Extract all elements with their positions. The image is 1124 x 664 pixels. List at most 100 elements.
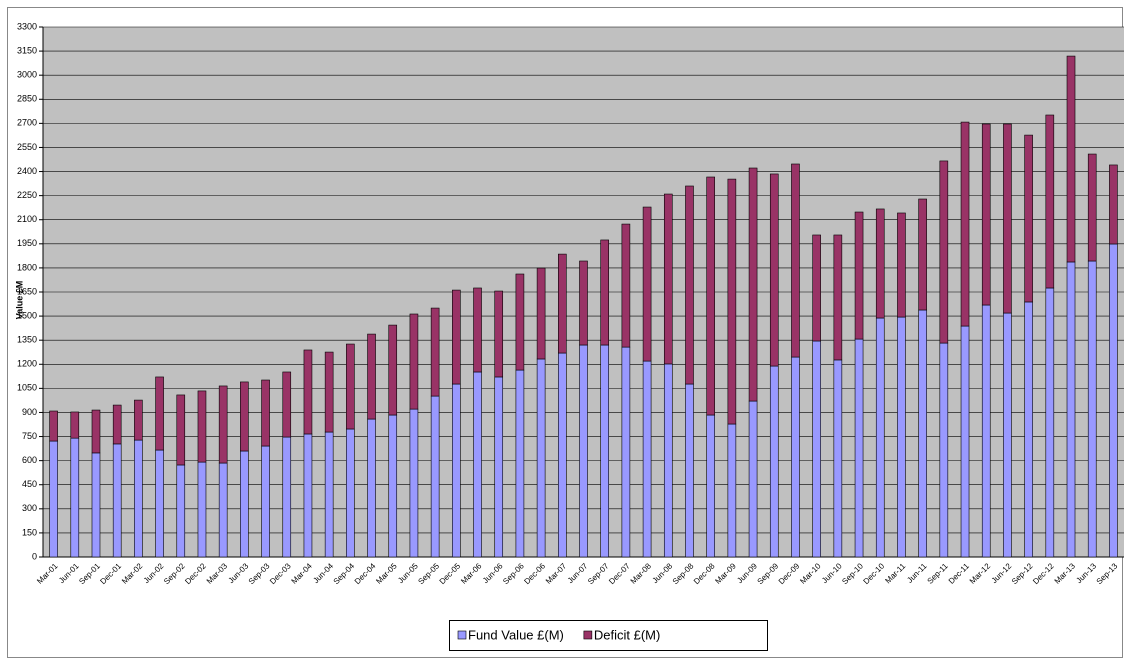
bar-segment	[960, 325, 970, 558]
bar-segment	[134, 399, 143, 441]
bar-segment	[494, 376, 504, 558]
y-tick-label: 1050	[17, 383, 37, 393]
bar-segment	[282, 436, 292, 558]
y-tick-label: 900	[22, 407, 37, 417]
bar-segment	[1003, 123, 1012, 314]
bar-segment	[897, 316, 906, 558]
bar-segment	[70, 437, 80, 558]
bar-segment	[1045, 287, 1055, 558]
bar-segment	[748, 167, 758, 402]
bar-segment	[155, 376, 164, 451]
bar-segment	[812, 340, 821, 558]
bar-segment	[981, 123, 991, 306]
bar-segment	[579, 260, 588, 346]
bar-segment	[875, 317, 885, 558]
bar-segment	[706, 176, 715, 416]
bar-segment	[303, 349, 313, 435]
bar-segment	[854, 211, 864, 340]
bar-segment	[897, 212, 906, 318]
y-axis-title: Value £M	[14, 281, 24, 320]
y-tick-label: 2250	[17, 190, 37, 200]
legend-swatch	[457, 630, 467, 640]
bar-segment	[388, 324, 398, 416]
bar-segment	[176, 464, 186, 558]
bar-segment	[981, 304, 991, 558]
bar-segment	[346, 428, 355, 558]
bar-segment	[960, 121, 970, 327]
bar-segment	[812, 234, 821, 342]
bar-segment	[833, 234, 843, 361]
bar-segment	[1045, 114, 1055, 289]
bar-segment	[346, 343, 355, 430]
bar-segment	[600, 239, 609, 346]
bar-segment	[367, 333, 376, 420]
bar-segment	[642, 360, 652, 558]
bar-segment	[240, 450, 249, 558]
bar-segment	[1109, 164, 1118, 245]
bar-segment	[240, 381, 249, 452]
y-tick-label: 1950	[17, 238, 37, 248]
y-tick-label: 1350	[17, 335, 37, 345]
bar-segment	[1066, 55, 1076, 263]
bar-segment	[558, 352, 567, 558]
bar-segment	[91, 409, 101, 454]
bar-segment	[324, 431, 334, 558]
y-tick-label: 750	[22, 431, 37, 441]
bar-segment	[685, 185, 694, 385]
bar-segment	[791, 356, 800, 558]
bar-segment	[197, 390, 207, 463]
bar-segment	[558, 253, 567, 354]
y-tick-label: 1200	[17, 359, 37, 369]
y-tick-label: 0	[32, 551, 37, 561]
bar-segment	[430, 307, 440, 397]
bar-segment	[685, 383, 694, 558]
y-tick-label: 600	[22, 455, 37, 465]
bar-segment	[388, 414, 398, 558]
bar-segment	[473, 371, 482, 558]
bar-segment	[1109, 243, 1118, 558]
bar-segment	[727, 423, 737, 558]
bar-segment	[176, 394, 186, 466]
bar-segment	[706, 414, 715, 558]
bar-segment	[536, 358, 546, 558]
y-tick-label: 150	[22, 527, 37, 537]
bar-segment	[515, 369, 525, 558]
bar-segment	[282, 371, 292, 438]
y-tick-label: 300	[22, 503, 37, 513]
y-tick-label: 2850	[17, 94, 37, 104]
bar-segment	[112, 443, 122, 558]
bar-segment	[303, 433, 313, 558]
bar-segment	[70, 411, 80, 439]
bar-segment	[1087, 260, 1097, 558]
bar-segment	[918, 309, 927, 558]
bar-segment	[218, 462, 228, 558]
bar-segment	[833, 359, 843, 558]
legend-box	[449, 620, 768, 651]
bar-segment	[49, 410, 58, 442]
bar-segment	[112, 404, 122, 445]
bar-segment	[642, 206, 652, 362]
bar-segment	[621, 346, 631, 558]
bar-segment	[1024, 134, 1033, 303]
bar-segment	[621, 223, 631, 348]
bar-segment	[939, 160, 949, 344]
bar-segment	[494, 290, 504, 378]
bar-segment	[1087, 153, 1097, 262]
bar-segment	[49, 440, 58, 558]
bar-segment	[452, 289, 461, 385]
y-tick-label: 2400	[17, 166, 37, 176]
bar-segment	[579, 344, 588, 558]
bar-segment	[791, 163, 800, 358]
y-tick-label: 3000	[17, 70, 37, 80]
bar-segment	[473, 287, 482, 373]
bar-segment	[1066, 261, 1076, 558]
y-tick-label: 2100	[17, 214, 37, 224]
bar-segment	[91, 452, 101, 558]
y-tick-label: 1500	[17, 310, 37, 320]
y-tick-label: 3150	[17, 45, 37, 55]
bar-segment	[727, 178, 737, 425]
bar-segment	[1024, 301, 1033, 558]
bar-segment	[939, 342, 949, 558]
bar-segment	[155, 449, 164, 558]
